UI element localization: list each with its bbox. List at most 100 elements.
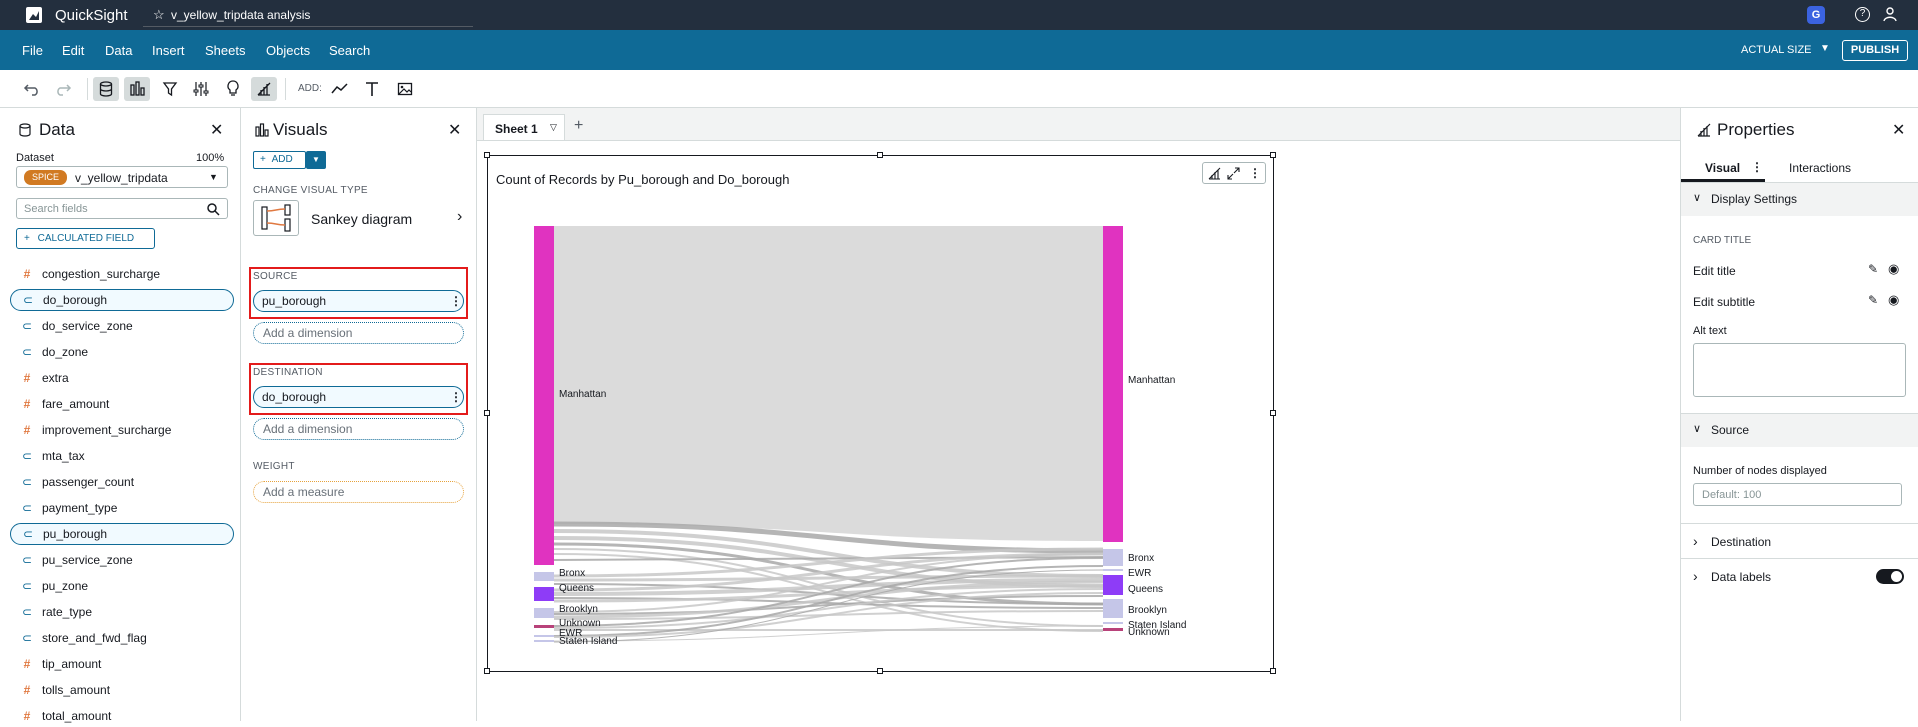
help-icon[interactable]: ? [1855, 7, 1870, 22]
close-icon[interactable]: ✕ [1892, 122, 1906, 139]
add-source-dimension[interactable]: Add a dimension [253, 322, 464, 344]
add-visual-icon[interactable] [327, 77, 353, 101]
filter-icon[interactable] [157, 77, 183, 101]
visuals-icon[interactable] [124, 77, 150, 101]
plus-icon: + [24, 233, 30, 244]
destination-section-header[interactable]: › Destination [1681, 524, 1918, 558]
field-tip-amount[interactable]: # tip_amount [10, 653, 234, 675]
more-options-icon[interactable]: ⋮ [1751, 160, 1763, 174]
format-visual-icon[interactable] [1208, 167, 1221, 180]
alt-text-input[interactable] [1693, 343, 1906, 397]
measure-icon: # [23, 683, 31, 697]
add-destination-dimension[interactable]: Add a dimension [253, 418, 464, 440]
sankey-visual-card[interactable]: Count of Records by Pu_borough and Do_bo… [487, 155, 1274, 672]
resize-handle[interactable] [1270, 410, 1276, 416]
field-mta-tax[interactable]: ⊂ mta_tax [10, 445, 234, 467]
resize-handle[interactable] [484, 410, 490, 416]
star-icon[interactable]: ☆ [153, 7, 165, 22]
close-icon[interactable]: ✕ [448, 122, 462, 139]
field-fare-amount[interactable]: # fare_amount [10, 393, 234, 415]
insights-icon[interactable] [220, 77, 246, 101]
field-store-and-fwd-flag[interactable]: ⊂ store_and_fwd_flag [10, 627, 234, 649]
parameters-icon[interactable] [188, 77, 214, 101]
resize-handle[interactable] [877, 152, 883, 158]
field-payment-type[interactable]: ⊂ payment_type [10, 497, 234, 519]
actual-size-dropdown[interactable]: ACTUAL SIZE [1741, 44, 1812, 56]
field-improvement-surcharge[interactable]: # improvement_surcharge [10, 419, 234, 441]
field-name: improvement_surcharge [42, 423, 172, 437]
field-do-borough[interactable]: ⊂ do_borough [10, 289, 234, 311]
close-icon[interactable]: ✕ [210, 122, 224, 139]
resize-handle[interactable] [1270, 152, 1276, 158]
chevron-down-icon[interactable]: ▽ [550, 122, 557, 132]
field-pu-service-zone[interactable]: ⊂ pu_service_zone [10, 549, 234, 571]
add-image-icon[interactable] [392, 77, 418, 101]
field-passenger-count[interactable]: ⊂ passenger_count [10, 471, 234, 493]
resize-handle[interactable] [484, 668, 490, 674]
user-badge[interactable]: G [1807, 6, 1825, 24]
format-visual-icon[interactable] [251, 77, 277, 101]
add-weight-measure[interactable]: Add a measure [253, 481, 464, 503]
field-tolls-amount[interactable]: # tolls_amount [10, 679, 234, 701]
menu-edit[interactable]: Edit [62, 43, 85, 58]
data-labels-toggle[interactable] [1876, 569, 1904, 584]
calculated-field-button[interactable]: + CALCULATED FIELD [16, 228, 155, 249]
app-name[interactable]: QuickSight [55, 7, 128, 24]
tab-sheet-1[interactable]: Sheet 1 ▽ [483, 114, 565, 140]
menu-insert[interactable]: Insert [152, 43, 185, 58]
menu-search[interactable]: Search [329, 43, 371, 58]
resize-handle[interactable] [1270, 668, 1276, 674]
add-text-icon[interactable] [359, 77, 385, 101]
tab-interactions[interactable]: Interactions [1789, 161, 1852, 175]
redo-icon[interactable] [50, 77, 76, 101]
more-options-icon[interactable]: ⋮ [450, 390, 462, 404]
resize-handle[interactable] [877, 668, 883, 674]
edit-title-visibility-icon[interactable]: ◉ [1888, 261, 1900, 276]
add-visual-dropdown[interactable]: ▼ [306, 151, 326, 169]
field-do-zone[interactable]: ⊂ do_zone [10, 341, 234, 363]
field-pu-zone[interactable]: ⊂ pu_zone [10, 575, 234, 597]
nodes-displayed-input[interactable]: Default: 100 [1693, 483, 1902, 506]
undo-icon[interactable] [19, 77, 45, 101]
menu-sheets[interactable]: Sheets [205, 43, 246, 58]
display-settings-label: Display Settings [1711, 192, 1798, 206]
database-icon[interactable] [93, 77, 119, 101]
more-options-icon[interactable]: ⋮ [450, 294, 462, 308]
edit-subtitle-brush-icon[interactable]: ✎ [1868, 293, 1879, 307]
visual-type-selector[interactable]: Sankey diagram › [253, 200, 473, 238]
field-congestion-surcharge[interactable]: # congestion_surcharge [10, 263, 234, 285]
field-pu-borough[interactable]: ⊂ pu_borough [10, 523, 234, 545]
measure-icon: # [23, 657, 31, 671]
edit-title-brush-icon[interactable]: ✎ [1868, 262, 1879, 276]
search-fields-input[interactable]: Search fields [16, 198, 228, 219]
sankey-destination-node-staten-island [1103, 622, 1123, 624]
edit-subtitle-visibility-icon[interactable]: ◉ [1888, 292, 1900, 307]
add-sheet-icon[interactable]: + [574, 117, 584, 134]
sankey-link [553, 542, 1104, 606]
data-labels-section-header[interactable]: › Data labels [1681, 559, 1918, 593]
menu-file[interactable]: File [22, 43, 43, 58]
add-visual-button[interactable]: + ADD [253, 151, 306, 169]
field-total-amount[interactable]: # total_amount [10, 705, 234, 727]
field-do-service-zone[interactable]: ⊂ do_service_zone [10, 315, 234, 337]
destination-field-pill[interactable]: do_borough ⋮ [253, 386, 464, 408]
display-settings-header[interactable]: ∨ Display Settings [1681, 183, 1918, 216]
chevron-down-icon[interactable]: ▼ [1820, 43, 1830, 54]
more-options-icon[interactable]: ⋮ [1249, 166, 1261, 180]
source-section-label: Source [1711, 423, 1750, 437]
sankey-source-label: Brooklyn [559, 604, 598, 615]
menu-objects[interactable]: Objects [266, 43, 311, 58]
user-icon[interactable] [1882, 6, 1898, 25]
publish-button[interactable]: PUBLISH [1842, 40, 1908, 61]
quicksight-logo-icon[interactable] [26, 7, 42, 23]
field-rate-type[interactable]: ⊂ rate_type [10, 601, 234, 623]
analysis-title-field[interactable]: ☆ v_yellow_tripdata analysis [143, 7, 473, 27]
source-field-pill[interactable]: pu_borough ⋮ [253, 290, 464, 312]
tab-visual[interactable]: Visual ⋮ [1681, 154, 1765, 182]
expand-icon[interactable] [1227, 167, 1240, 180]
menu-data[interactable]: Data [105, 43, 133, 58]
resize-handle[interactable] [484, 152, 490, 158]
source-section-header[interactable]: ∨ Source [1681, 414, 1918, 447]
field-extra[interactable]: # extra [10, 367, 234, 389]
dataset-select[interactable]: SPICE v_yellow_tripdata ▼ [16, 166, 228, 188]
